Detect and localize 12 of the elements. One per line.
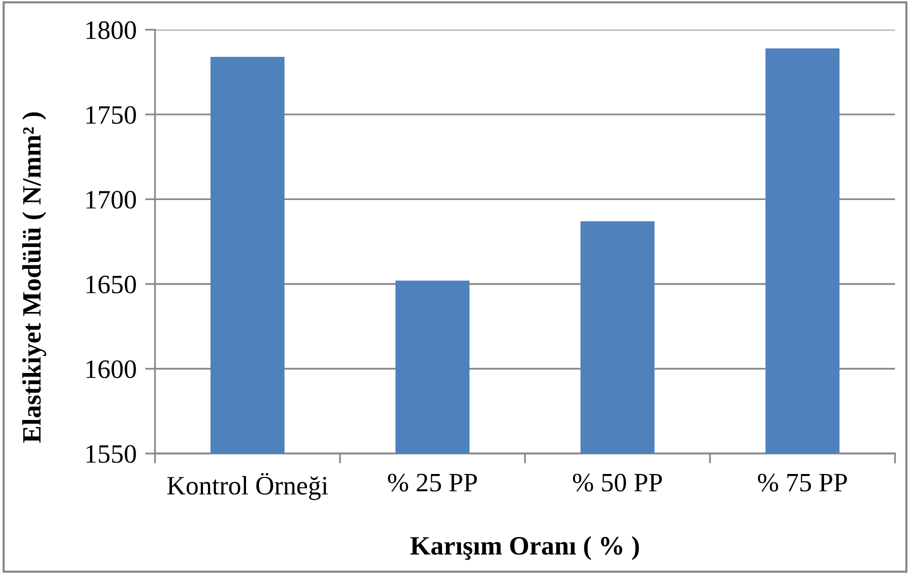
x-axis-title: Karışım Oranı ( % ) (410, 536, 639, 560)
x-tick-label: Kontrol Örneği (167, 472, 328, 500)
y-tick-label: 1550 (86, 445, 136, 463)
y-tick-label: 1700 (86, 190, 136, 209)
y-tick-label: 1600 (86, 360, 136, 378)
x-tick-label: % 75 PP (758, 474, 847, 492)
y-tick-label: 1800 (86, 21, 136, 40)
y-tick-label: 1650 (86, 276, 136, 294)
y-axis-title: Elastikiyet Modülü ( N/mm² ) (22, 112, 46, 443)
x-tick-label: % 50 PP (572, 474, 662, 492)
y-tick-label: 1750 (86, 106, 136, 124)
x-tick-label: % 25 PP (388, 474, 477, 492)
